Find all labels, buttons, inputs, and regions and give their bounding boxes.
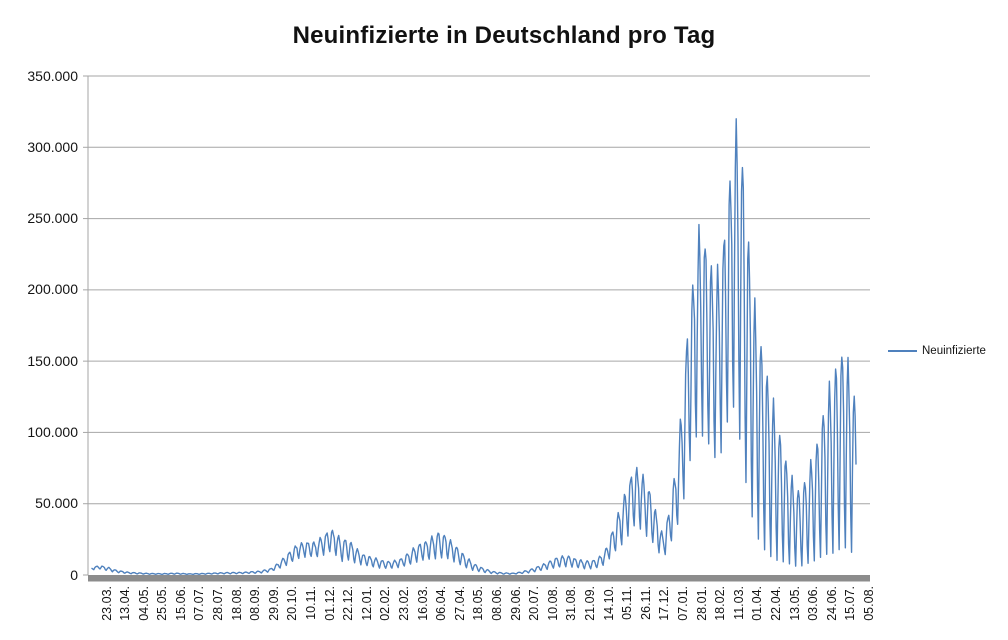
x-axis-label: 01.04. bbox=[750, 586, 765, 621]
x-axis-label: 25.05. bbox=[155, 586, 170, 621]
x-axis-label: 10.08. bbox=[545, 586, 560, 621]
x-axis-label: 11.03. bbox=[731, 586, 746, 620]
x-axis-label: 03.06. bbox=[806, 586, 821, 621]
x-axis-label: 14.10. bbox=[601, 586, 616, 621]
x-axis-label: 29.06. bbox=[508, 586, 523, 621]
x-axis-label: 31.08. bbox=[564, 586, 579, 621]
x-axis-label: 18.05. bbox=[471, 586, 486, 621]
y-axis-label: 350.000 bbox=[27, 67, 78, 84]
x-axis-label: 10.11. bbox=[304, 586, 319, 620]
chart-title: Neuinfizierte in Deutschland pro Tag bbox=[292, 22, 716, 49]
x-axis-label: 24.06. bbox=[824, 586, 839, 621]
x-axis-label: 05.08. bbox=[862, 586, 876, 621]
y-axis-label: 0 bbox=[70, 566, 78, 583]
y-axis-label: 50.000 bbox=[35, 495, 78, 512]
legend: Neuinfizierte bbox=[888, 345, 986, 357]
y-axis-label: 150.000 bbox=[27, 352, 78, 369]
x-axis-label: 28.07. bbox=[211, 586, 226, 621]
x-axis-label: 17.12. bbox=[657, 586, 672, 621]
x-axis-label: 21.09. bbox=[583, 586, 598, 621]
x-axis-label: 26.11. bbox=[638, 586, 653, 620]
x-axis-label: 23.02. bbox=[397, 586, 412, 621]
legend-label: Neuinfizierte bbox=[922, 345, 986, 357]
x-axis-label: 07.07. bbox=[192, 586, 207, 621]
x-axis-label: 13.05. bbox=[787, 586, 802, 621]
x-axis-label: 20.10. bbox=[285, 586, 300, 621]
x-axis-label: 15.07. bbox=[843, 586, 858, 621]
x-axis-label: 16.03. bbox=[415, 586, 430, 621]
x-axis-label: 18.02. bbox=[713, 586, 728, 621]
x-axis-label: 20.07. bbox=[527, 586, 542, 621]
y-axis-label: 250.000 bbox=[27, 210, 78, 227]
x-axis-label: 13.04. bbox=[118, 586, 133, 621]
x-axis-label: 18.08. bbox=[229, 586, 244, 621]
x-axis-label: 28.01. bbox=[694, 586, 709, 621]
x-axis-label: 08.06. bbox=[490, 586, 505, 621]
x-axis-baseline-bar bbox=[88, 575, 870, 582]
x-axis-label: 27.04. bbox=[452, 586, 467, 621]
y-axis-label: 100.000 bbox=[27, 423, 78, 440]
x-axis-label: 23.03. bbox=[99, 586, 114, 621]
x-axis-label: 06.04. bbox=[434, 586, 449, 621]
x-axis-label: 22.12. bbox=[341, 586, 356, 621]
x-axis-label: 12.01. bbox=[359, 586, 374, 621]
x-axis-label: 01.12. bbox=[322, 586, 337, 621]
x-axis-label: 29.09. bbox=[266, 586, 281, 621]
y-axis-label: 300.000 bbox=[27, 138, 78, 155]
x-axis-label: 07.01. bbox=[676, 586, 691, 621]
x-axis-label: 05.11. bbox=[620, 586, 635, 620]
y-axis-label: 200.000 bbox=[27, 281, 78, 298]
x-axis-label: 15.06. bbox=[173, 586, 188, 621]
x-axis-label: 22.04. bbox=[769, 586, 783, 621]
legend-line-swatch bbox=[888, 350, 917, 352]
x-axis-label: 04.05. bbox=[136, 586, 151, 621]
series-line-neuinfizierte bbox=[91, 118, 857, 576]
x-axis-label: 08.09. bbox=[248, 586, 263, 621]
x-axis-label: 02.02. bbox=[378, 586, 393, 621]
